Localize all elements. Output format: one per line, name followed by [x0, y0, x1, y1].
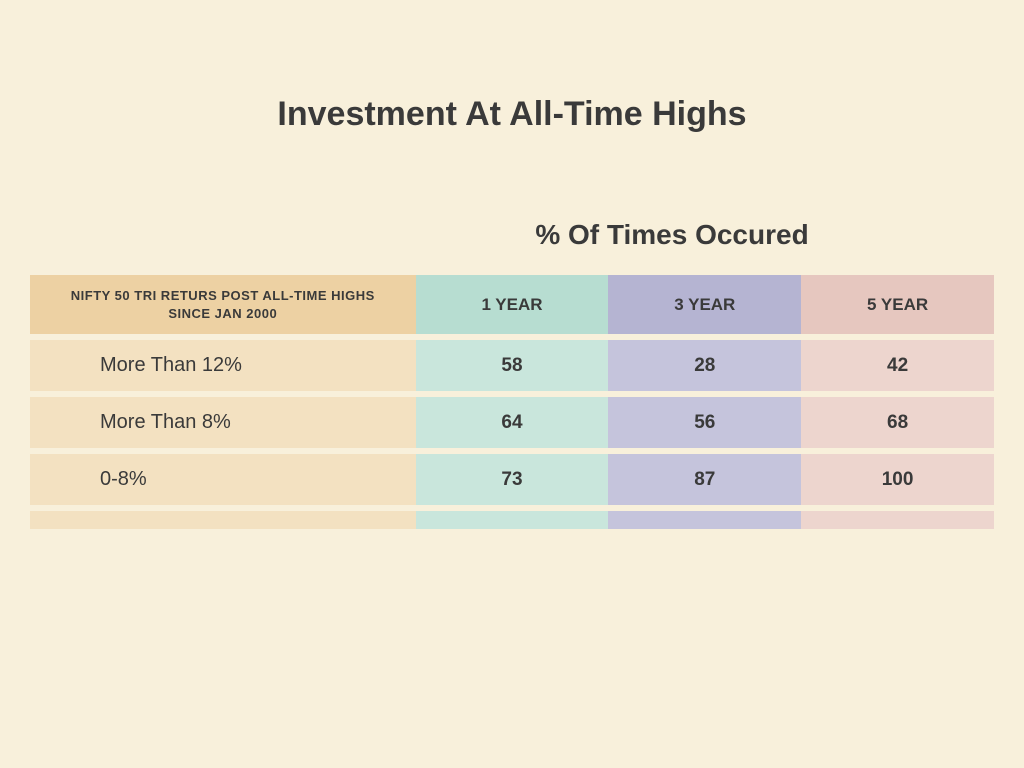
row-label: More Than 8%: [30, 397, 416, 448]
cell-5year: 68: [801, 397, 994, 448]
header-3year: 3 YEAR: [608, 275, 801, 334]
footer-cell: [416, 511, 609, 529]
cell-5year: 42: [801, 340, 994, 391]
table-row: More Than 8% 64 56 68: [30, 397, 994, 448]
row-label: 0-8%: [30, 454, 416, 505]
table-row: More Than 12% 58 28 42: [30, 340, 994, 391]
table-footer-row: [30, 511, 994, 529]
header-5year: 5 YEAR: [801, 275, 994, 334]
header-label: NIFTY 50 TRI RETURS POST ALL-TIME HIGHS …: [30, 275, 416, 334]
header-1year: 1 YEAR: [416, 275, 609, 334]
cell-3year: 28: [608, 340, 801, 391]
page-title: Investment At All-Time Highs: [0, 0, 1024, 134]
footer-cell: [801, 511, 994, 529]
row-label: More Than 12%: [30, 340, 416, 391]
cell-3year: 56: [608, 397, 801, 448]
cell-5year: 100: [801, 454, 994, 505]
returns-table: NIFTY 50 TRI RETURS POST ALL-TIME HIGHS …: [30, 269, 994, 535]
cell-1year: 58: [416, 340, 609, 391]
table-header-row: NIFTY 50 TRI RETURS POST ALL-TIME HIGHS …: [30, 275, 994, 334]
cell-1year: 64: [416, 397, 609, 448]
table-row: 0-8% 73 87 100: [30, 454, 994, 505]
cell-3year: 87: [608, 454, 801, 505]
cell-1year: 73: [416, 454, 609, 505]
footer-cell: [30, 511, 416, 529]
table-subtitle: % Of Times Occured: [320, 219, 1024, 251]
footer-cell: [608, 511, 801, 529]
